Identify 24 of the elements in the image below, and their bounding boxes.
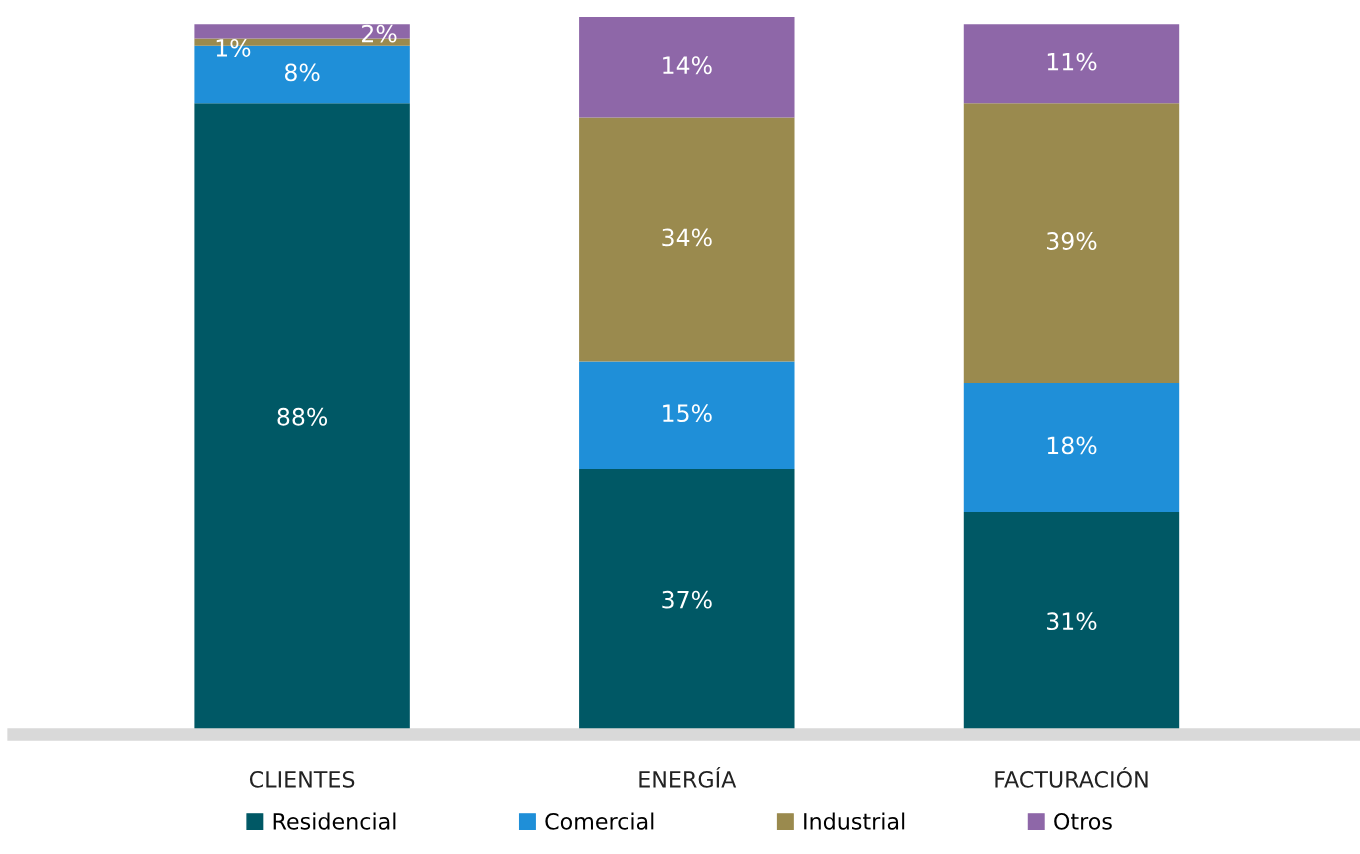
data-label: 18% <box>1047 436 1097 455</box>
data-label: 15% <box>663 404 712 423</box>
bar <box>579 361 795 470</box>
data-label: 31% <box>1047 612 1097 631</box>
legend-label: Comercial <box>545 812 654 830</box>
data-label: 88% <box>277 407 328 426</box>
legend-label: Otros <box>1054 812 1112 830</box>
data-label: 2% <box>362 24 397 43</box>
legend-label: Residencial <box>273 812 396 830</box>
legend-label: Industrial <box>804 812 905 830</box>
data-label: 37% <box>662 590 712 609</box>
data-label: 14% <box>663 56 712 75</box>
x-tick-label: ENERGÍA <box>639 766 737 788</box>
bar <box>963 382 1180 513</box>
bar <box>579 17 795 118</box>
data-label: 11% <box>1047 52 1097 71</box>
data-label: 34% <box>662 228 712 247</box>
x-tick-label: CLIENTES <box>249 770 355 788</box>
bar <box>963 103 1180 383</box>
bar <box>963 24 1180 104</box>
bar <box>579 117 795 362</box>
x-tick-label: FACTURACIÓN <box>995 766 1148 788</box>
data-label: 8% <box>284 63 320 82</box>
data-label: 39% <box>1047 232 1097 250</box>
